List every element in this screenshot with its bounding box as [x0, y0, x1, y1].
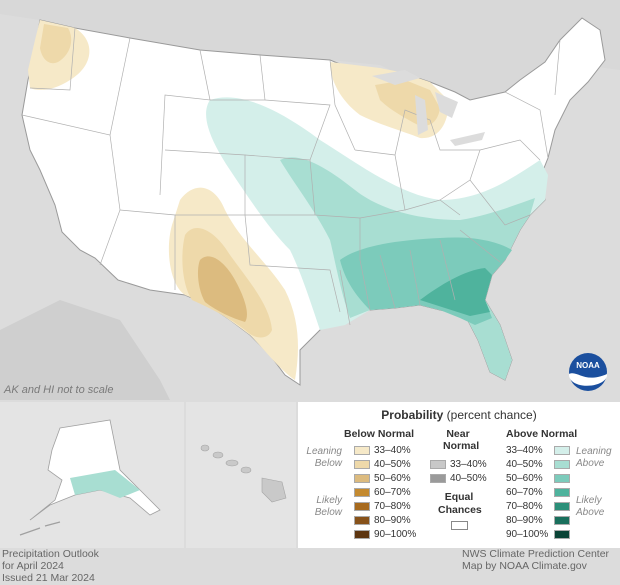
above-60-70-zone — [420, 268, 492, 316]
near-normal-header: Near Normal — [443, 428, 480, 452]
below-normal-header: Below Normal — [344, 428, 415, 440]
great-lakes — [372, 70, 485, 146]
aleutian-islands — [19, 521, 61, 536]
mexico-landmass — [0, 300, 170, 400]
below-southwest-50-60-zone — [197, 256, 247, 322]
credit-cpc: NWS Climate Prediction Center — [462, 548, 610, 560]
hawaii-islands — [200, 444, 287, 503]
equal-chances-label: Equal Chances — [438, 491, 482, 516]
alaska-above-zone — [70, 470, 140, 498]
below-northwest-40-50-zone — [40, 24, 72, 64]
footer-period: for April 2024 — [2, 560, 64, 572]
leaning-above-label: Leaning Above — [576, 446, 612, 469]
equal-chances-swatch — [451, 521, 468, 530]
hawaii-panel-background — [186, 402, 296, 548]
scale-note: AK and HI not to scale — [4, 384, 114, 396]
canada-landmass — [0, 0, 620, 100]
leaning-below-label: Leaning Below — [306, 446, 342, 469]
credits-block: NWS Climate Prediction Center Map by NOA… — [462, 548, 609, 572]
above-normal-header: Above Normal — [506, 428, 578, 440]
legend-panel: Probability (percent chance) Below Norma… — [298, 402, 620, 548]
legend-title: Probability (percent chance) — [381, 408, 537, 422]
footer-issued: Issued 21 Mar 2024 — [2, 572, 95, 584]
svg-text:NOAA: NOAA — [576, 361, 600, 370]
likely-below-label: Likely Below — [314, 495, 342, 518]
state-boundaries — [21, 27, 561, 326]
noaa-logo: NOAA — [568, 352, 608, 392]
footer-title: Precipitation Outlook — [2, 548, 99, 560]
map-title-block: Precipitation Outlook for April 2024 Iss… — [2, 548, 99, 584]
credit-climategov: Map by NOAA Climate.gov — [462, 560, 587, 572]
likely-above-label: Likely Above — [576, 495, 605, 518]
